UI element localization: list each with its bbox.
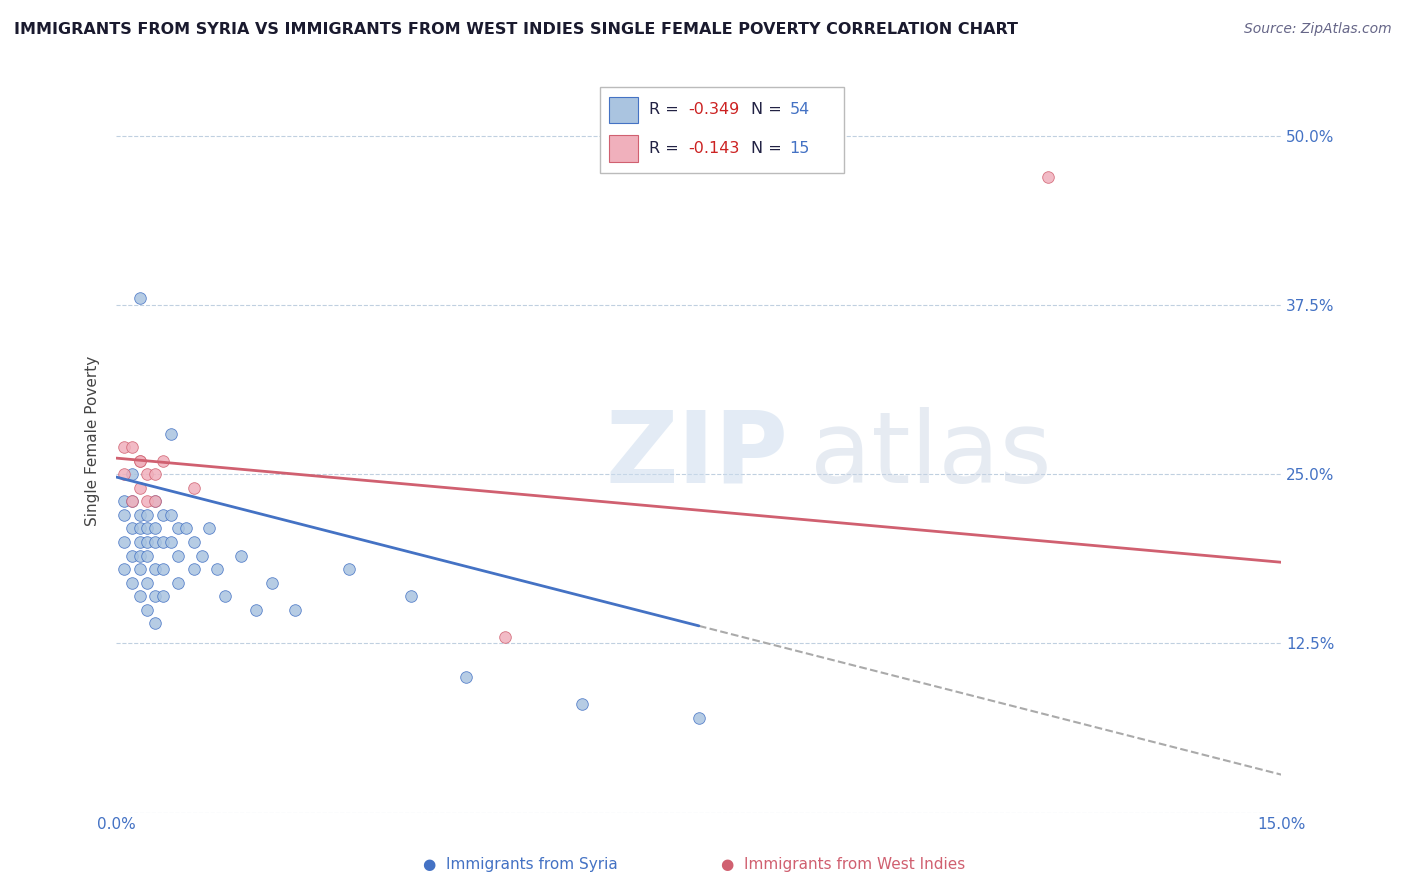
Point bbox=[229, 549, 252, 563]
Point bbox=[167, 521, 190, 535]
Point bbox=[136, 535, 159, 549]
Point bbox=[121, 494, 143, 508]
Point bbox=[183, 562, 205, 576]
Point bbox=[284, 602, 307, 616]
Point bbox=[136, 467, 159, 482]
Text: IMMIGRANTS FROM SYRIA VS IMMIGRANTS FROM WEST INDIES SINGLE FEMALE POVERTY CORRE: IMMIGRANTS FROM SYRIA VS IMMIGRANTS FROM… bbox=[14, 22, 1018, 37]
Point bbox=[494, 630, 516, 644]
Point bbox=[143, 494, 166, 508]
Point bbox=[143, 467, 166, 482]
Text: ●  Immigrants from West Indies: ● Immigrants from West Indies bbox=[721, 857, 966, 872]
Text: N =: N = bbox=[751, 141, 787, 155]
Point bbox=[183, 535, 205, 549]
Text: -0.349: -0.349 bbox=[689, 102, 740, 117]
Point bbox=[190, 549, 212, 563]
Point bbox=[207, 562, 229, 576]
Point bbox=[112, 508, 135, 522]
Point bbox=[112, 494, 135, 508]
Point bbox=[152, 535, 174, 549]
Point bbox=[245, 602, 267, 616]
Point bbox=[159, 508, 181, 522]
Point bbox=[143, 616, 166, 631]
Point bbox=[136, 508, 159, 522]
Point bbox=[112, 562, 135, 576]
Bar bbox=[609, 136, 638, 161]
Text: 54: 54 bbox=[790, 102, 810, 117]
Point bbox=[152, 508, 174, 522]
Point bbox=[121, 494, 143, 508]
Text: atlas: atlas bbox=[810, 407, 1052, 504]
Point bbox=[112, 440, 135, 454]
Point bbox=[152, 454, 174, 468]
Point bbox=[121, 521, 143, 535]
Text: N =: N = bbox=[751, 102, 787, 117]
Point bbox=[159, 426, 181, 441]
Point bbox=[121, 549, 143, 563]
FancyBboxPatch shape bbox=[600, 87, 845, 173]
Text: ZIP: ZIP bbox=[606, 407, 789, 504]
Point bbox=[128, 454, 150, 468]
Point bbox=[136, 549, 159, 563]
Point bbox=[136, 602, 159, 616]
Point bbox=[571, 698, 593, 712]
Point bbox=[112, 535, 135, 549]
Point bbox=[260, 575, 283, 590]
Point bbox=[128, 535, 150, 549]
Text: Source: ZipAtlas.com: Source: ZipAtlas.com bbox=[1244, 22, 1392, 37]
Point bbox=[112, 467, 135, 482]
Point bbox=[454, 670, 477, 684]
Point bbox=[136, 575, 159, 590]
Point bbox=[337, 562, 360, 576]
Point bbox=[128, 521, 150, 535]
Bar bbox=[609, 97, 638, 123]
Point bbox=[152, 589, 174, 603]
Point bbox=[136, 521, 159, 535]
Point bbox=[198, 521, 221, 535]
Point bbox=[143, 562, 166, 576]
Text: R =: R = bbox=[648, 141, 683, 155]
Text: 15: 15 bbox=[790, 141, 810, 155]
Point bbox=[152, 562, 174, 576]
Point bbox=[128, 454, 150, 468]
Point bbox=[143, 494, 166, 508]
Point bbox=[183, 481, 205, 495]
Point bbox=[128, 589, 150, 603]
Text: -0.143: -0.143 bbox=[689, 141, 740, 155]
Text: ●  Immigrants from Syria: ● Immigrants from Syria bbox=[423, 857, 617, 872]
Point bbox=[128, 562, 150, 576]
Point bbox=[128, 481, 150, 495]
Point bbox=[121, 575, 143, 590]
Point bbox=[167, 575, 190, 590]
Point bbox=[401, 589, 423, 603]
Point bbox=[214, 589, 236, 603]
Y-axis label: Single Female Poverty: Single Female Poverty bbox=[86, 355, 100, 525]
Point bbox=[688, 711, 710, 725]
Point bbox=[143, 521, 166, 535]
Point bbox=[128, 549, 150, 563]
Point bbox=[128, 508, 150, 522]
Point bbox=[174, 521, 197, 535]
Point bbox=[1038, 169, 1060, 184]
Point bbox=[167, 549, 190, 563]
Point bbox=[143, 535, 166, 549]
Point bbox=[121, 467, 143, 482]
Point bbox=[143, 589, 166, 603]
Point bbox=[128, 292, 150, 306]
Point bbox=[159, 535, 181, 549]
Point bbox=[121, 440, 143, 454]
Text: R =: R = bbox=[648, 102, 683, 117]
Point bbox=[136, 494, 159, 508]
